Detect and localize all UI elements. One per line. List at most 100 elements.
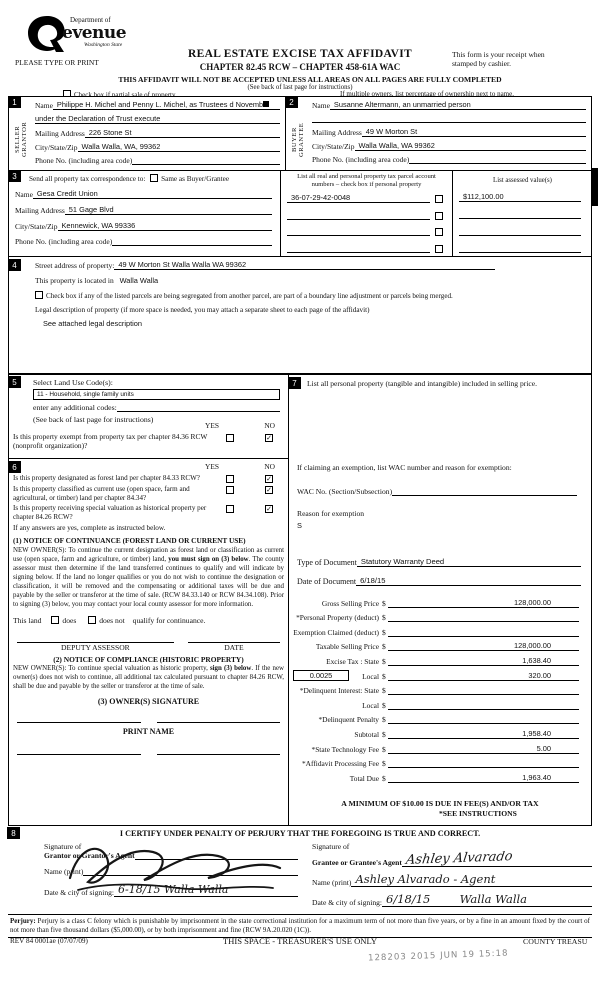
parcel-field-4[interactable] (287, 244, 430, 253)
delinquent-penalty-field[interactable] (387, 715, 579, 725)
delinquent-penalty-label: *Delinquent Penalty (318, 715, 379, 725)
corr-city-label: City/State/Zip (15, 222, 58, 231)
print-name-line-2[interactable] (156, 754, 280, 756)
certification-section: 8 I CERTIFY UNDER PENALTY OF PERJURY THA… (7, 826, 592, 916)
seller-name-field[interactable]: Philippe H. Michel and Penny L. Michel, … (52, 100, 280, 110)
corr-name-field[interactable]: Gesa Credit Union (32, 189, 272, 199)
same-as-buyer-checkbox[interactable] (150, 174, 159, 182)
notice1-title: (1) NOTICE OF CONTINUANCE (FOREST LAND O… (13, 536, 246, 546)
seller-mailing-value: 226 Stone St (88, 128, 132, 137)
corr-phone-field[interactable] (112, 237, 272, 246)
grantor-date-field[interactable]: 6-18/15 Walla Walla (114, 883, 298, 897)
grantor-name-print-field[interactable] (83, 867, 298, 876)
assessed-field-2[interactable] (459, 210, 581, 219)
parcel-personal-checkbox-3[interactable] (435, 228, 443, 236)
delinquent-interest-local-field[interactable] (387, 701, 579, 710)
print-name-title: PRINT NAME (122, 727, 175, 737)
exempt-yes-checkbox[interactable] (226, 434, 234, 442)
assessed-field-4[interactable] (459, 244, 581, 253)
parcel-value-1: 36-07-29-42-0048 (291, 193, 351, 202)
state-technology-fee-row: *State Technology Fee $ 5.00 (293, 739, 589, 754)
corr-city-field[interactable]: Kennewick, WA 99336 (57, 221, 272, 231)
gross-selling-price-field[interactable]: 128,000.00 (387, 598, 579, 608)
grantor-word: GRANTOR (21, 121, 28, 158)
section-4-badge: 4 (8, 259, 21, 271)
grantee-name-print-field[interactable]: Ashley Alvarado - Agent (351, 872, 592, 887)
parcel-personal-checkbox-1[interactable] (435, 195, 443, 203)
parcel-personal-checkbox-2[interactable] (435, 211, 443, 220)
forest-yes-checkbox[interactable] (226, 475, 234, 483)
additional-codes-field[interactable] (116, 403, 280, 412)
corr-mailing-field[interactable]: 51 Gage Blvd (64, 205, 272, 215)
buyer-name2-field[interactable] (312, 114, 586, 123)
current-use-yes-checkbox[interactable] (226, 486, 234, 494)
owner-signature-line-2[interactable] (156, 722, 280, 724)
exemption-claimed-field[interactable] (387, 628, 579, 637)
excise-tax-state-field[interactable]: 1,638.40 (387, 656, 579, 666)
buyer-phone-field[interactable] (409, 155, 586, 164)
wac-field[interactable] (392, 487, 577, 496)
seller-mailing-field[interactable]: 226 Stone St (84, 128, 280, 138)
seller-city-label: City/State/Zip (35, 143, 78, 152)
print-name-line-1[interactable] (17, 754, 141, 756)
local-rate-field[interactable]: 0.0025 (293, 669, 349, 681)
state-technology-fee-field[interactable]: 5.00 (387, 744, 579, 754)
logo-revenue-text: evenue (62, 23, 127, 43)
seller-name2-field[interactable]: under the Declaration of Trust execute (35, 114, 280, 124)
forest-no-checkbox[interactable]: ✓ (265, 475, 273, 483)
historic-no-checkbox[interactable]: ✓ (265, 505, 273, 514)
seller-city-field[interactable]: Walla Walla, WA, 99362 (77, 142, 280, 152)
grantee-word: GRANTEE (298, 122, 305, 157)
delinquent-interest-state-field[interactable] (387, 686, 579, 696)
grantor-signing-block: Signature of Grantor or Grantor's Agent … (8, 842, 298, 907)
grantor-signature-field[interactable] (134, 851, 298, 860)
please-type-or-print: PLEASE TYPE OR PRINT (15, 58, 99, 67)
seller-phone-field[interactable] (132, 156, 280, 165)
land-use-code-field[interactable]: 11 - Household, single family units (33, 389, 280, 400)
buyer-mailing-field[interactable]: 49 W Morton St (361, 127, 586, 137)
taxable-selling-price-field[interactable]: 128,000.00 (387, 641, 579, 652)
revenue-logo: Department of evenue Washington State (26, 12, 156, 58)
does-not-checkbox[interactable] (88, 616, 97, 625)
deputy-assessor-sign-line[interactable] (17, 635, 174, 644)
affidavit-processing-fee-field[interactable] (387, 759, 579, 769)
buyer-city-field[interactable]: Walla Walla, WA 99362 (354, 141, 586, 151)
corr-mailing-value: 51 Gage Blvd (68, 205, 114, 214)
parcel-field-3[interactable] (287, 227, 430, 236)
reason-exemption-label: Reason for exemption (297, 509, 365, 518)
forest-question: Is this property designated as forest la… (13, 474, 200, 482)
assessor-date-line[interactable] (187, 635, 280, 644)
parcel-personal-checkbox-4[interactable] (435, 244, 443, 253)
does-checkbox[interactable] (51, 616, 60, 625)
segregated-checkbox[interactable] (35, 291, 43, 299)
exempt-no-checkbox[interactable]: ✓ (265, 434, 273, 442)
additional-codes-label: enter any additional codes: (33, 403, 117, 412)
seller-name2-value: under the Declaration of Trust execute (35, 114, 161, 123)
assessed-field-1[interactable]: $112,100.00 (459, 192, 581, 202)
buyer-name-field[interactable]: Susanne Altermann, an unmarried person (329, 100, 586, 110)
owner-signature-line-1[interactable] (17, 722, 141, 724)
assessed-field-3[interactable] (459, 227, 581, 236)
parcel-field-1[interactable]: 36-07-29-42-0048 (287, 193, 430, 203)
affidavit-processing-fee-row: *Affidavit Processing Fee $ (293, 754, 589, 769)
personal-property-deduct-field[interactable] (387, 613, 579, 623)
grantee-date-field[interactable]: 6/18/15 Walla Walla (382, 892, 592, 907)
type-of-document-field[interactable]: Statutory Warranty Deed (356, 557, 581, 567)
parcel-field-2[interactable] (287, 211, 430, 220)
buyer-phone-label: Phone No. (including area code) (312, 155, 410, 164)
delinquent-interest-local-label: Local (362, 700, 379, 710)
currency-sign: $ (382, 729, 386, 739)
grantee-signature-of: Signature of (312, 842, 350, 851)
local-tax-field[interactable]: 320.00 (387, 671, 579, 681)
date-of-document-field[interactable]: 6/18/15 (356, 576, 581, 586)
currency-sign: $ (382, 656, 386, 666)
seller-grantor-box: 1 SELLER GRANTOR Name Philippe H. Michel… (8, 96, 286, 171)
subtotal-field[interactable]: 1,958.40 (387, 729, 579, 739)
total-due-field[interactable]: 1,963.40 (387, 773, 579, 783)
historic-yes-checkbox[interactable] (226, 505, 234, 514)
street-address-field[interactable]: 49 W Morton St Walla Walla WA 99362 (114, 260, 495, 270)
grantee-signature-handwriting: Ashley Alvarado (404, 851, 514, 867)
grantee-signature-field[interactable]: Ashley Alvarado (401, 851, 592, 867)
current-use-no-checkbox[interactable]: ✓ (265, 486, 273, 494)
money-table: Gross Selling Price $ 128,000.00 *Persona… (293, 593, 589, 783)
